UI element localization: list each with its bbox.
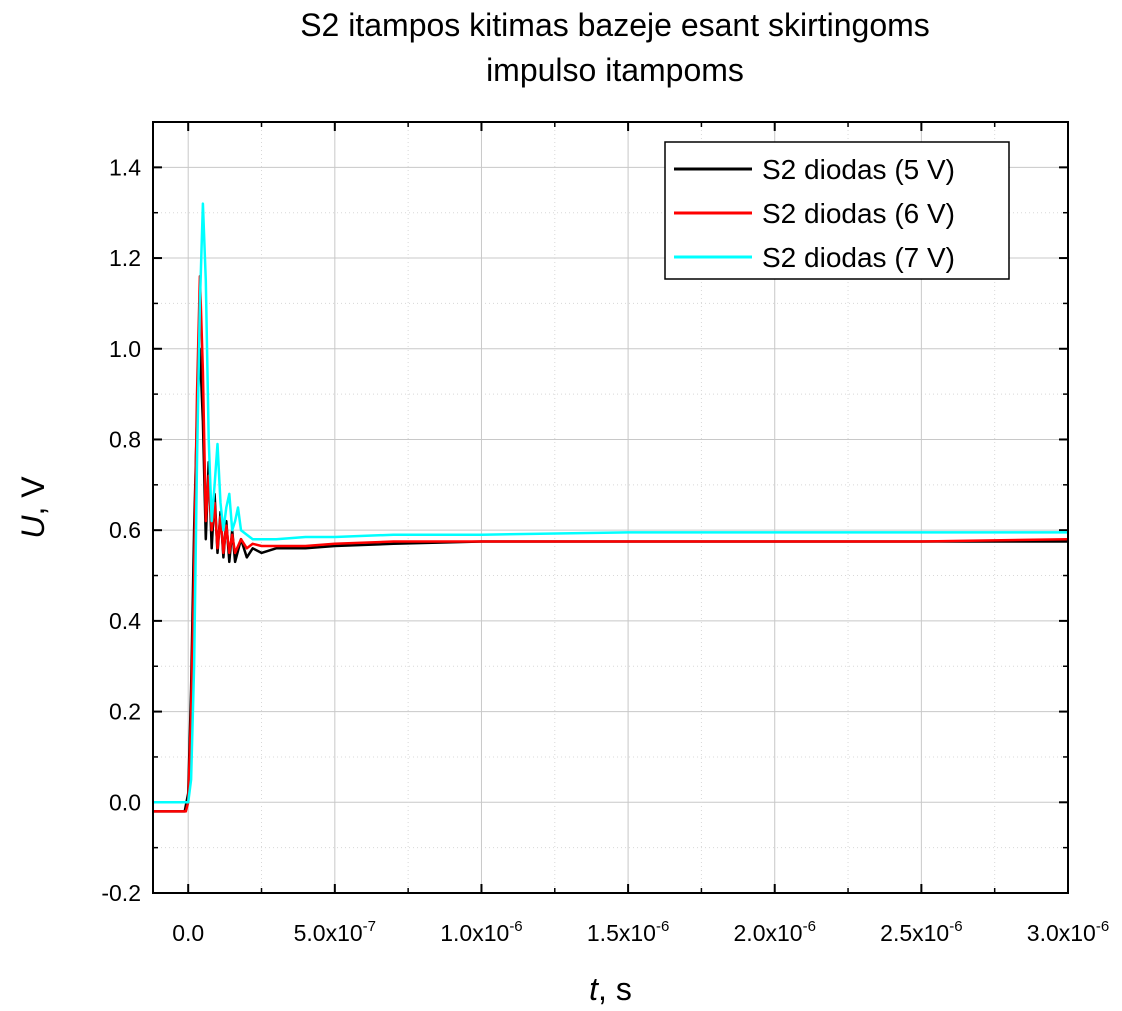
x-tick-mantissa: 5.0x10 [294,920,363,946]
series-line-3 [153,202,1068,804]
y-axis-unit: , V [15,476,51,516]
series-line-1 [153,347,1068,813]
y-tick-label: 0.8 [109,426,141,452]
x-tick-label: 2.0x10-6 [734,918,816,946]
y-tick-label: 0.4 [109,608,141,634]
x-tick-mantissa: 3.0x10 [1027,920,1096,946]
y-tick-label: 1.2 [109,245,141,271]
x-axis-variable: t [589,971,599,1007]
x-tick-label: 0.0 [172,920,204,946]
x-tick-exponent: -6 [1096,918,1109,935]
x-tick-label: 2.5x10-6 [880,918,962,946]
series-lines [153,202,1069,813]
x-tick-mantissa: 2.0x10 [734,920,803,946]
x-tick-label: 3.0x10-6 [1027,918,1109,946]
plot-frame [152,121,1069,894]
x-tick-label: 5.0x10-7 [294,918,376,946]
x-tick-exponent: -6 [949,918,962,935]
y-tick-label: -0.2 [101,880,141,906]
legend-label-1: S2 diodas (5 V) [762,154,955,185]
y-tick-label: 0.2 [109,699,141,725]
legend: S2 diodas (5 V) S2 diodas (6 V) S2 diodas … [664,141,1010,280]
chart-title-line1: S2 itampos kitimas bazeje esant skirting… [300,7,930,43]
x-tick-exponent: -6 [803,918,816,935]
x-tick-mantissa: 1.0x10 [440,920,509,946]
x-axis-title: t, s [589,971,632,1007]
x-tick-label: 1.5x10-6 [587,918,669,946]
x-tick-exponent: -6 [509,918,522,935]
x-tick-mantissa: 0.0 [172,920,204,946]
legend-label-3: S2 diodas (7 V) [762,242,955,273]
y-tick-label: 1.4 [109,154,141,180]
legend-label-2: S2 diodas (6 V) [762,198,955,229]
tick-labels: -0.2 0.0 0.2 0.4 0.6 0.8 1.0 1.2 1.4 0.0 5.0x10-7 1… [101,154,1109,946]
x-tick-label: 1.0x10-6 [440,918,522,946]
y-axis-variable: U [15,515,51,539]
x-tick-exponent: -7 [363,918,376,935]
y-tick-label: 1.0 [109,336,141,362]
series-line-2 [153,274,1069,813]
y-tick-label: 0.6 [109,517,141,543]
x-tick-mantissa: 1.5x10 [587,920,656,946]
x-tick-exponent: -6 [656,918,669,935]
x-tick-mantissa: 2.5x10 [880,920,949,946]
y-tick-label: 0.0 [109,789,141,815]
y-axis-title: U, V [15,476,51,539]
x-axis-unit: , s [598,971,632,1007]
chart-title-line2: impulso itampoms [486,52,744,88]
